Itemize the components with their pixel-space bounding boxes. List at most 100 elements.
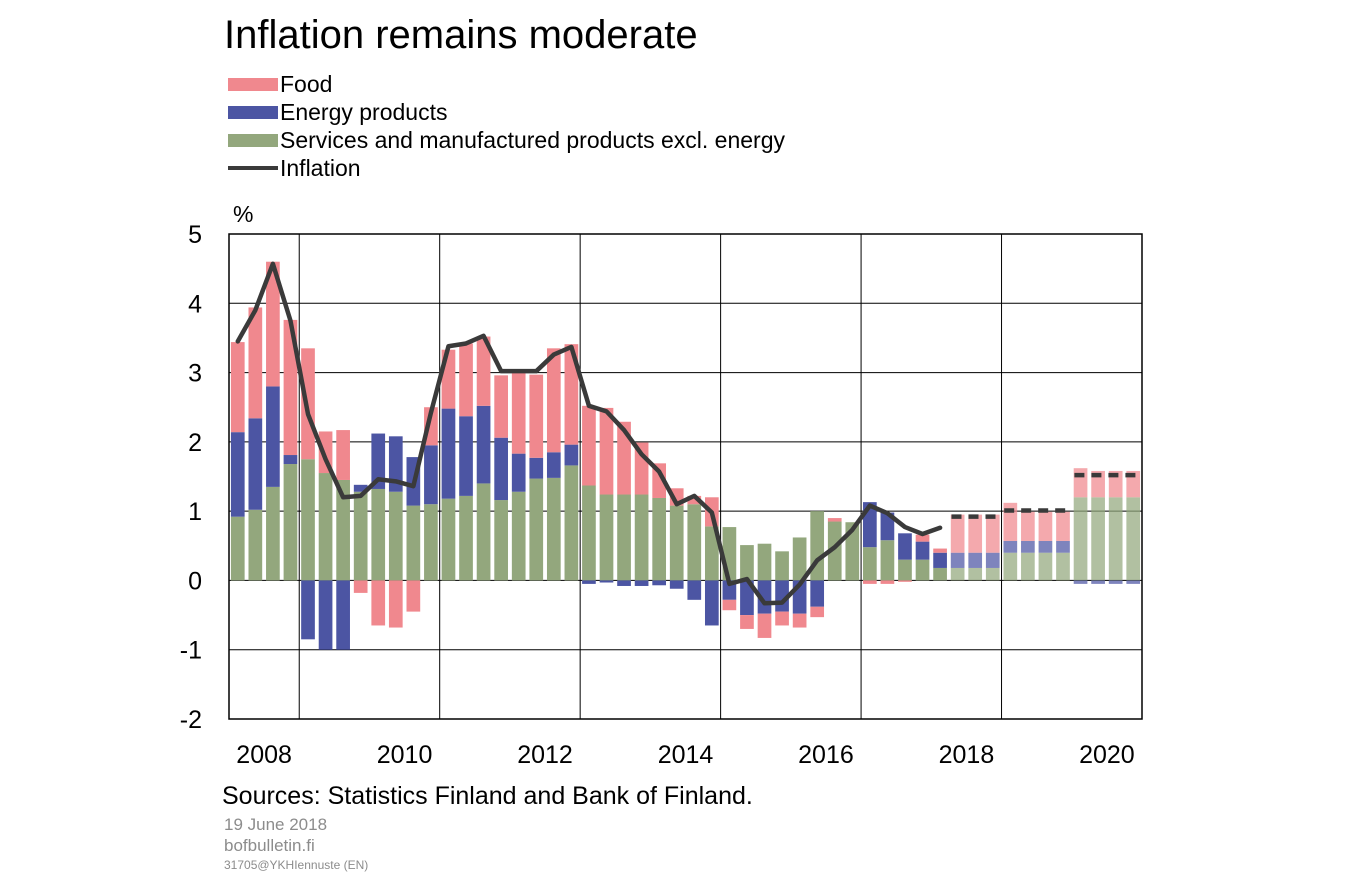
bar-energy-2012Q4 [564, 444, 579, 466]
legend-label-food: Food [280, 70, 333, 97]
bar-services-2013Q4 [634, 494, 649, 581]
bar-services-2012Q2 [529, 478, 544, 581]
bar-food-2010Q2 [388, 580, 403, 628]
bar-services-2011Q4 [494, 500, 508, 581]
bar-services-2011Q1 [441, 498, 456, 581]
bar-energy-2020Q1 [1073, 580, 1088, 584]
legend-item-services: Services and manufactured products excl.… [228, 126, 785, 154]
legend-swatch-inflation [228, 166, 278, 170]
bar-services-2020Q4 [1126, 497, 1141, 581]
legend-swatch-services [228, 133, 278, 147]
bar-energy-2014Q3 [687, 580, 702, 600]
y-axis-ticks: 5 4 3 2 1 0 -1 -2 [180, 221, 202, 734]
bar-food-2016Q1 [792, 613, 807, 628]
bar-food-2015Q2 [740, 615, 754, 629]
y-tick-label: 4 [188, 290, 202, 318]
bar-energy-2013Q2 [599, 580, 614, 583]
bar-energy-2020Q2 [1091, 580, 1105, 584]
bar-food-2017Q3 [898, 580, 912, 582]
bar-energy-2009Q1 [301, 580, 315, 640]
bar-food-2011Q4 [494, 375, 508, 438]
publication-date: 19 June 2018 [224, 815, 328, 834]
bar-energy-2011Q2 [459, 416, 473, 496]
chart-code: 31705@YKHIennuste (EN) [224, 858, 369, 872]
bar-services-2014Q2 [669, 505, 684, 581]
y-tick-label: 0 [188, 567, 202, 595]
bar-food-2010Q3 [406, 580, 421, 612]
bar-food-2013Q3 [617, 421, 631, 495]
bar-services-2018Q2 [950, 567, 965, 581]
bar-services-2010Q4 [424, 504, 438, 581]
x-tick-label: 2018 [939, 741, 995, 769]
bar-energy-2012Q1 [511, 453, 526, 492]
sources-note: Sources: Statistics Finland and Bank of … [222, 782, 753, 810]
x-tick-label: 2016 [798, 741, 854, 769]
bar-food-2011Q3 [476, 336, 491, 406]
bar-services-2012Q3 [546, 477, 561, 581]
bar-food-2014Q3 [687, 495, 702, 505]
bar-energy-2020Q3 [1108, 580, 1123, 584]
bar-services-2009Q2 [318, 473, 333, 581]
bar-food-2008Q4 [283, 319, 298, 456]
bar-services-2018Q3 [968, 567, 983, 581]
bar-services-2020Q1 [1073, 497, 1088, 581]
bar-services-2016Q1 [792, 537, 807, 581]
bar-services-2018Q4 [985, 567, 1000, 581]
bar-food-2014Q1 [652, 463, 667, 498]
bar-services-2011Q2 [459, 495, 473, 581]
bar-services-2020Q3 [1108, 497, 1123, 581]
legend-label-services: Services and manufactured products excl.… [280, 126, 785, 153]
bar-food-2016Q3 [827, 518, 842, 522]
y-tick-label: 5 [188, 221, 202, 249]
bar-services-2018Q1 [933, 567, 947, 581]
y-axis-label: % [233, 201, 253, 227]
legend-swatch-food [228, 77, 278, 91]
y-tick-label: 3 [188, 360, 202, 388]
bar-services-2017Q4 [915, 559, 930, 581]
legend-item-inflation: Inflation [228, 154, 785, 182]
bar-energy-2017Q2 [880, 512, 895, 541]
x-axis-ticks: 2008 2010 2012 2014 2016 2018 2020 [236, 741, 1134, 769]
bar-energy-2013Q4 [634, 580, 649, 586]
bar-food-2012Q1 [511, 370, 526, 454]
bar-food-2012Q3 [546, 348, 561, 453]
bar-food-2019Q3 [1038, 511, 1053, 541]
bar-services-2017Q2 [880, 540, 895, 581]
bar-services-2008Q4 [283, 464, 298, 581]
bar-energy-2008Q1 [230, 432, 245, 517]
bar-services-2013Q3 [617, 494, 631, 581]
x-tick-label: 2014 [658, 741, 714, 769]
bar-services-2013Q1 [582, 485, 596, 581]
chart-legend: Food Energy products Services and manufa… [228, 70, 785, 182]
bar-services-2010Q1 [371, 488, 386, 581]
bar-energy-2010Q1 [371, 433, 386, 489]
bar-energy-2010Q2 [388, 436, 403, 492]
bar-energy-2018Q1 [933, 552, 947, 568]
bar-energy-2009Q3 [336, 580, 350, 650]
bar-food-2010Q1 [371, 580, 386, 626]
legend-item-food: Food [228, 70, 785, 98]
bar-services-2017Q3 [898, 559, 912, 581]
bar-services-2009Q3 [336, 479, 350, 581]
bar-services-2008Q2 [248, 509, 263, 581]
bar-food-2009Q3 [336, 430, 350, 480]
bar-food-2019Q2 [1021, 511, 1035, 541]
bar-food-2020Q3 [1108, 470, 1123, 498]
bar-food-2013Q1 [582, 405, 596, 486]
bar-food-2018Q2 [950, 514, 965, 553]
bar-services-2010Q3 [406, 505, 421, 581]
bar-food-2015Q3 [757, 613, 772, 638]
bar-services-2019Q1 [1003, 552, 1018, 581]
bar-services-2009Q4 [353, 491, 368, 581]
bar-food-2018Q4 [985, 514, 1000, 553]
chart-grid [229, 233, 1142, 720]
bar-services-2020Q2 [1091, 497, 1105, 581]
bar-food-2019Q4 [1056, 511, 1070, 541]
bar-energy-2008Q4 [283, 455, 298, 465]
bar-services-2014Q3 [687, 504, 702, 581]
bar-food-2013Q2 [599, 407, 614, 495]
y-tick-label: 2 [188, 429, 202, 457]
chart-inflation-line [235, 261, 1140, 606]
bar-energy-2011Q3 [476, 405, 491, 484]
bar-energy-2012Q3 [546, 452, 561, 478]
